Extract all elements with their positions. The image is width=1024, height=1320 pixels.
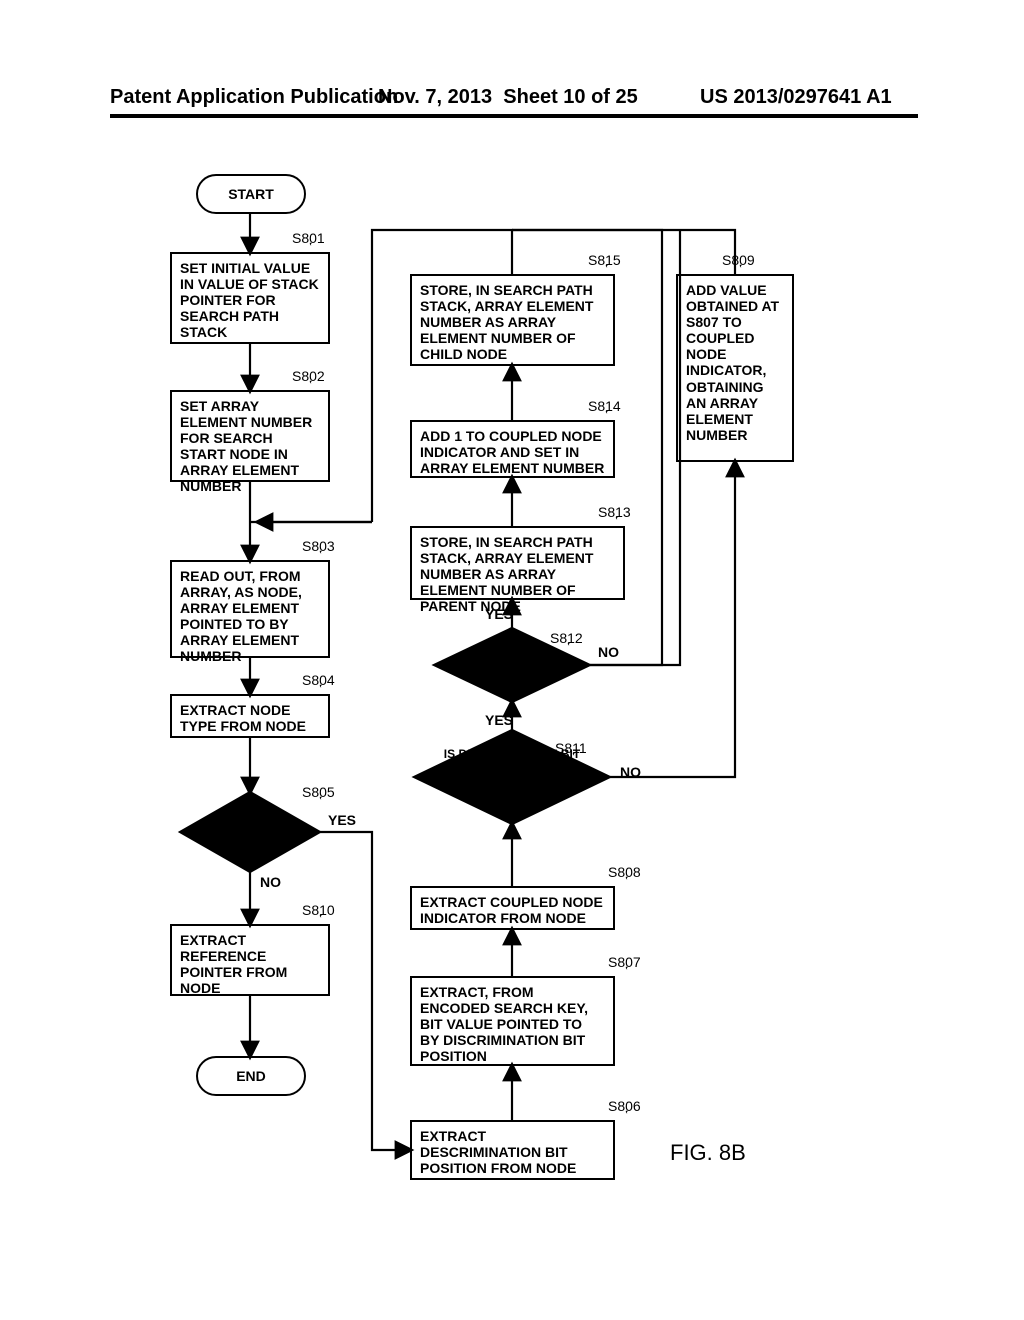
step-s801: SET INITIAL VALUE IN VALUE OF STACK POIN…	[170, 252, 330, 344]
header-publication-label: Patent Application Publication	[110, 86, 398, 109]
flowchart-canvas: START SET INITIAL VALUE IN VALUE OF STAC…	[150, 170, 890, 1230]
tick-s808: ῾	[624, 875, 629, 893]
step-s804: EXTRACT NODE TYPE FROM NODE	[170, 694, 330, 738]
start-terminal: START	[196, 174, 306, 214]
step-s810: EXTRACT REFERENCE POINTER FROM NODE	[170, 924, 330, 996]
header-date: Nov. 7, 2013	[378, 86, 492, 108]
page: Patent Application Publication Nov. 7, 2…	[0, 0, 1024, 1320]
step-s815: STORE, IN SEARCH PATH STACK, ARRAY ELEME…	[410, 274, 615, 366]
header-rule	[110, 114, 918, 118]
tick-s802: ῾	[308, 379, 313, 397]
step-s809: ADD VALUE OBTAINED AT S807 TO COUPLED NO…	[676, 274, 794, 462]
step-s808: EXTRACT COUPLED NODE INDICATOR FROM NODE	[410, 886, 615, 930]
step-s802: SET ARRAY ELEMENT NUMBER FOR SEARCH STAR…	[170, 390, 330, 482]
yes-s805: YES	[328, 812, 356, 828]
step-s813: STORE, IN SEARCH PATH STACK, ARRAY ELEME…	[410, 526, 625, 600]
decision-s812-text: IS BIT VALUE VALUE 1?	[446, 655, 576, 685]
no-s805: NO	[260, 874, 281, 890]
header-sheet: Sheet 10 of 25	[503, 86, 638, 108]
header-pub-number: US 2013/0297641 A1	[700, 86, 892, 109]
tick-s807: ῾	[624, 965, 629, 983]
step-s807: EXTRACT, FROM ENCODED SEARCH KEY, BIT VA…	[410, 976, 615, 1066]
figure-label: FIG. 8B	[670, 1140, 746, 1166]
yes-s812: YES	[485, 606, 513, 622]
step-s806: EXTRACT DESCRIMINATION BIT POSITION FROM…	[410, 1120, 615, 1180]
tick-s804: ῾	[318, 683, 323, 701]
tick-s814: ῾	[604, 409, 609, 427]
tick-s805: ῾	[318, 795, 323, 813]
decision-s811-text: IS DISCRIMINATION BIT POSITION A DIFFERE…	[432, 748, 592, 801]
step-s803: READ OUT, FROM ARRAY, AS NODE, ARRAY ELE…	[170, 560, 330, 658]
tick-s806: ῾	[624, 1109, 629, 1127]
tick-s810: ῾	[318, 913, 323, 931]
yes-s811: YES	[485, 712, 513, 728]
tick-s801: ῾	[308, 241, 313, 259]
tick-s813: ῾	[614, 515, 619, 533]
decision-s805-text: IS NODE TYPE BRANCH?	[208, 820, 308, 850]
step-s814: ADD 1 TO COUPLED NODE INDICATOR AND SET …	[410, 420, 615, 478]
tick-s803: ῾	[318, 549, 323, 567]
end-terminal: END	[196, 1056, 306, 1096]
tick-s809: ῾	[738, 263, 743, 281]
no-s811: NO	[620, 764, 641, 780]
no-s812: NO	[598, 644, 619, 660]
tick-s815: ῾	[604, 263, 609, 281]
header-date-sheet: Nov. 7, 2013 Sheet 10 of 25	[378, 86, 638, 109]
